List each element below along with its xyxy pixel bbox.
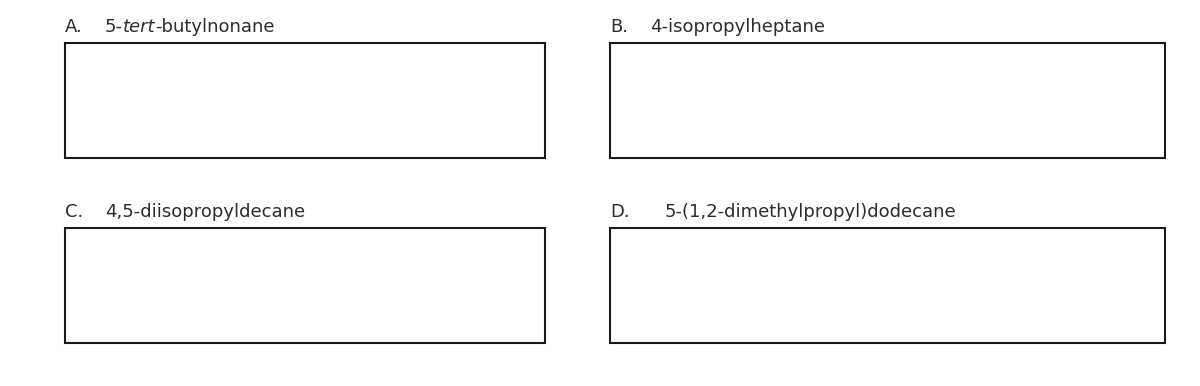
Text: 5-: 5- (106, 18, 124, 36)
Bar (610, 43, 1165, 158)
Text: tert: tert (124, 18, 156, 36)
Text: C.: C. (65, 203, 83, 221)
Bar (65, 43, 545, 158)
Bar (65, 228, 545, 343)
Text: 4,5-diisopropyldecane: 4,5-diisopropyldecane (106, 203, 305, 221)
Text: 5-(1,2-dimethylpropyl)dodecane: 5-(1,2-dimethylpropyl)dodecane (665, 203, 956, 221)
Bar (610, 228, 1165, 343)
Text: D.: D. (610, 203, 630, 221)
Text: A.: A. (65, 18, 83, 36)
Text: -butylnonane: -butylnonane (156, 18, 275, 36)
Text: 4-isopropylheptane: 4-isopropylheptane (650, 18, 826, 36)
Text: B.: B. (610, 18, 628, 36)
